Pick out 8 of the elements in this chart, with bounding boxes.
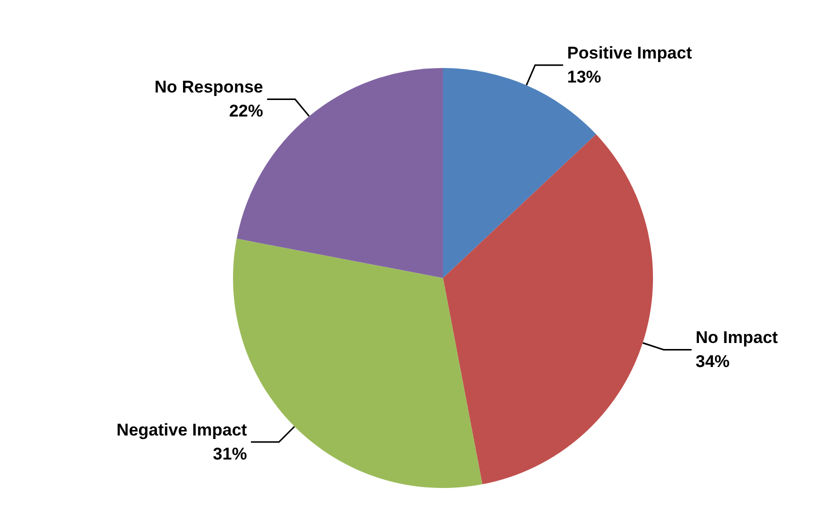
data-label: 22% — [229, 102, 264, 121]
slice-label: No Response — [154, 78, 264, 97]
slice-label: No Impact — [696, 328, 778, 348]
data-label: 31% — [212, 444, 247, 464]
slice-label: Negative Impact — [116, 420, 248, 440]
slice-label: Positive Impact — [567, 44, 692, 63]
data-label: 34% — [696, 352, 730, 372]
data-label: 13% — [567, 68, 602, 87]
